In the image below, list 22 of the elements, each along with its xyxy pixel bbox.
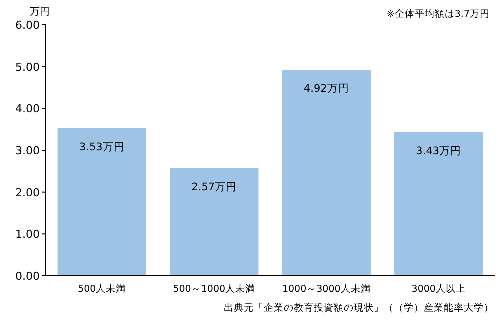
data-label: 3.53万円 (79, 141, 125, 154)
y-tick-label: 2.00 (16, 186, 40, 200)
y-tick-label: 3.00 (16, 144, 40, 158)
y-axis-title: 万円 (30, 7, 50, 18)
x-tick-label: 1000～3000人未満 (282, 283, 371, 295)
y-tick-label: 5.00 (16, 60, 40, 74)
y-tick-label: 1.00 (16, 228, 40, 242)
x-tick-label: 500人未満 (78, 283, 126, 295)
y-tick-label: 4.00 (16, 102, 40, 116)
bar (282, 70, 371, 276)
y-tick-label: 0.00 (16, 270, 40, 283)
data-label: 4.92万円 (304, 83, 350, 96)
y-tick-label: 6.00 (16, 19, 40, 32)
data-label: 2.57万円 (192, 181, 238, 194)
text: 出典元「企業の教育投資額の現状」（（学）産業能率大学） (224, 302, 494, 314)
bar (170, 168, 259, 276)
x-tick-label: 3000人以上 (412, 283, 466, 295)
x-tick-label: 500～1000人未満 (173, 283, 256, 295)
data-label: 3.43万円 (416, 146, 462, 158)
bar (58, 128, 146, 276)
text: ※全体平均額は3.7万円 (386, 8, 490, 20)
bar (394, 132, 484, 276)
